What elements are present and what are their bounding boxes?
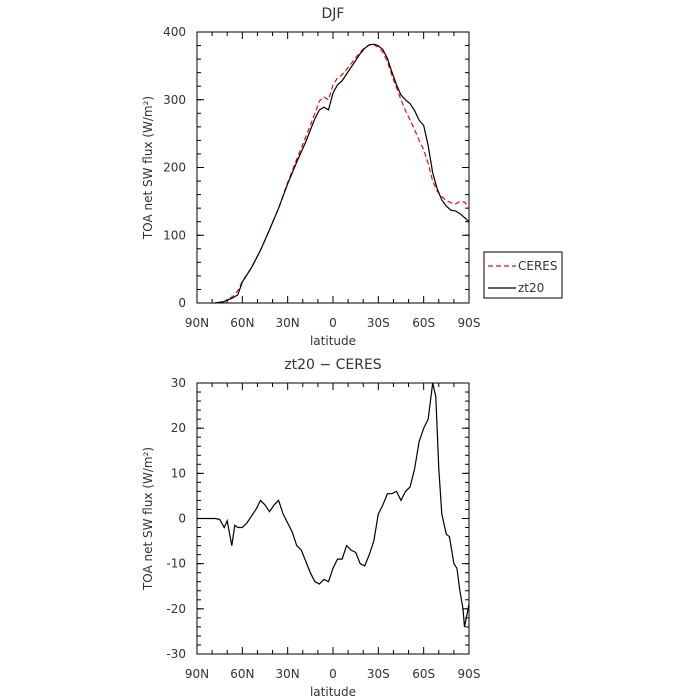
top-plot-frame bbox=[196, 31, 470, 304]
bottom-series-line-diff bbox=[197, 382, 470, 628]
bottom-x-tick-label: 30N bbox=[276, 667, 300, 681]
top-y-tick-label: 100 bbox=[163, 228, 186, 242]
top-x-tick-label: 60N bbox=[230, 316, 254, 330]
top-y-axis-title: TOA net SW flux (W/m²) bbox=[141, 96, 155, 240]
bottom-plot-frame bbox=[196, 382, 470, 655]
top-x-tick-label: 90N bbox=[185, 316, 209, 330]
bottom-x-tick-label: 60N bbox=[230, 667, 254, 681]
top-series-line-zt20 bbox=[215, 43, 470, 304]
top-x-axis-title: latitude bbox=[310, 334, 356, 348]
legend-label-ceres: CERES bbox=[518, 259, 558, 273]
top-y-tick-label: 200 bbox=[163, 161, 186, 175]
legend-box bbox=[483, 251, 563, 299]
top-y-tick-label: 400 bbox=[163, 25, 186, 39]
bottom-x-tick-label: 90N bbox=[185, 667, 209, 681]
top-panel-djf: DJF 90N 60N 30N 0 30S 60S 90S 0 100 200 300 400 latit… bbox=[141, 6, 563, 348]
top-x-tick-label: 60S bbox=[412, 316, 435, 330]
bottom-x-tick-label: 0 bbox=[329, 667, 337, 681]
bottom-y-tick-label: -30 bbox=[166, 647, 186, 661]
bottom-y-axis-title: TOA net SW flux (W/m²) bbox=[141, 447, 155, 591]
bottom-x-tick-label: 60S bbox=[412, 667, 435, 681]
top-x-tick-label: 30N bbox=[276, 316, 300, 330]
top-y-tick-label: 300 bbox=[163, 93, 186, 107]
bottom-x-tick-label: 30S bbox=[367, 667, 390, 681]
bottom-y-tick-label: 20 bbox=[171, 421, 186, 435]
bottom-panel-difference: zt20 − CERES 90N 60N 30N 0 30S 60S 90S -30 -20 -10… bbox=[141, 357, 480, 699]
bottom-y-tick-label: 30 bbox=[171, 376, 186, 390]
bottom-y-tick-label: -10 bbox=[166, 557, 186, 571]
bottom-y-tick-label: 10 bbox=[171, 466, 186, 480]
top-chart-title: DJF bbox=[322, 6, 345, 22]
bottom-y-tick-label: 0 bbox=[178, 512, 186, 526]
top-x-tick-label: 30S bbox=[367, 316, 390, 330]
top-y-tick-label: 0 bbox=[178, 296, 186, 310]
top-x-tick-label: 90S bbox=[458, 316, 481, 330]
bottom-x-axis-title: latitude bbox=[310, 685, 356, 699]
bottom-x-tick-label: 90S bbox=[458, 667, 481, 681]
bottom-chart-title: zt20 − CERES bbox=[284, 357, 381, 373]
bottom-y-tick-label: -20 bbox=[166, 602, 186, 616]
top-x-tick-label: 0 bbox=[329, 316, 337, 330]
legend-label-zt20: zt20 bbox=[518, 281, 544, 295]
